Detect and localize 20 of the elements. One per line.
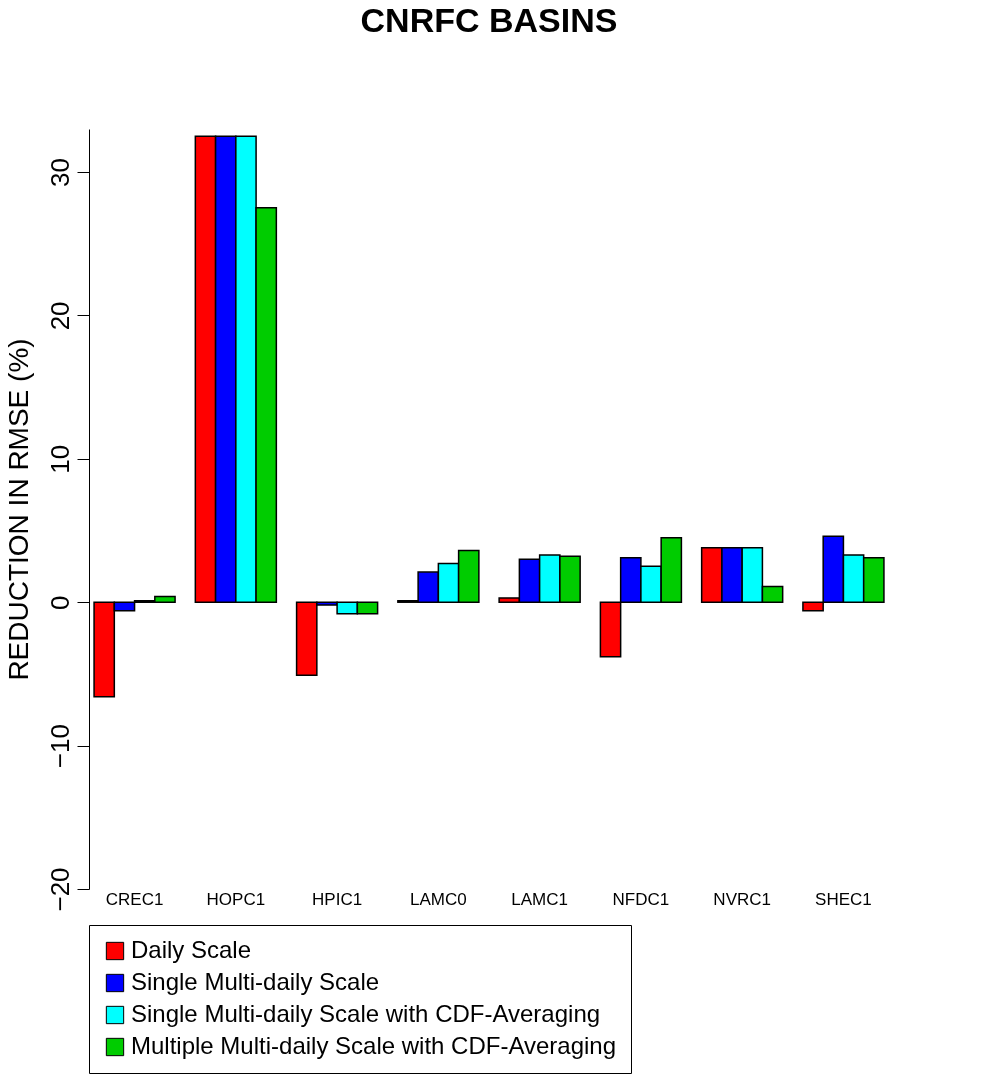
y-tick-label: 0 [44, 595, 75, 610]
legend-label: Daily Scale [131, 936, 252, 963]
x-tick-label: NFDC1 [612, 889, 670, 909]
x-tick-label: LAMC0 [410, 889, 467, 909]
x-tick-label: HOPC1 [206, 889, 266, 909]
x-tick-label: SHEC1 [815, 889, 872, 909]
legend-label: Single Multi-daily Scale with CDF-Averaging [131, 1000, 601, 1027]
y-tick-label: 10 [44, 444, 75, 474]
y-tick-label: 20 [44, 301, 75, 331]
y-tick-label: −20 [44, 867, 75, 912]
chart-title: CNRFC BASINS [360, 1, 618, 39]
x-tick-label: HPIC1 [312, 889, 363, 909]
x-tick-label: NVRC1 [713, 889, 771, 909]
x-tick-label: CREC1 [105, 889, 164, 909]
y-axis-title: REDUCTION IN RMSE (%) [2, 338, 34, 681]
legend-label: Multiple Multi-daily Scale with CDF-Averaging [131, 1032, 617, 1059]
y-tick-label: 30 [44, 158, 75, 187]
y-tick-label: −10 [44, 724, 75, 769]
legend-label: Single Multi-daily Scale [131, 968, 380, 995]
x-tick-label: LAMC1 [511, 889, 568, 909]
